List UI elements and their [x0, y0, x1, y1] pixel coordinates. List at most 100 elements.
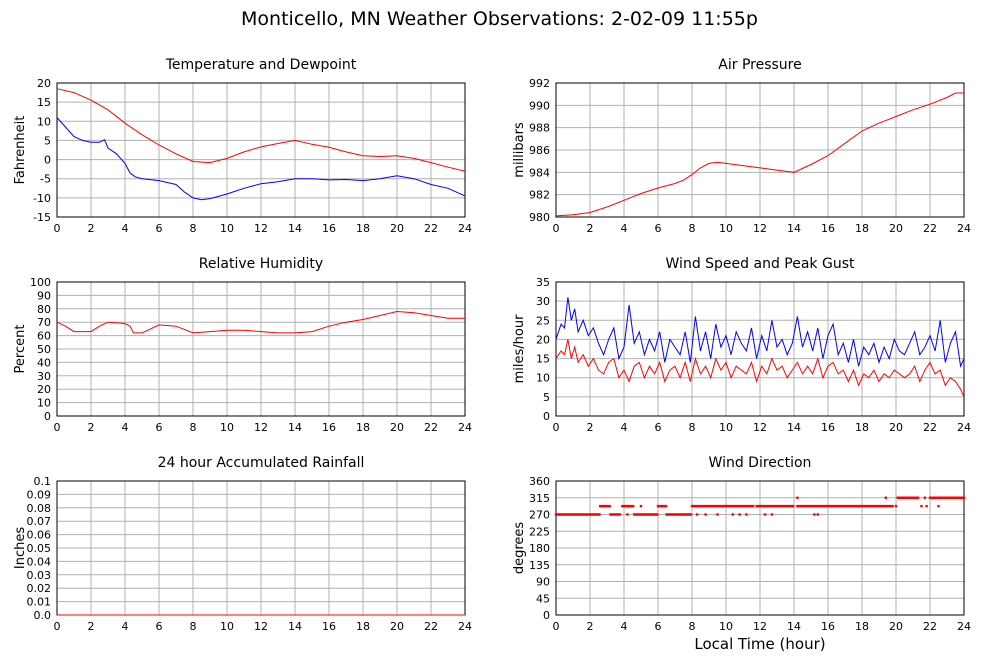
direction-point: [627, 504, 631, 508]
direction-point: [868, 504, 871, 508]
direction-point: [876, 504, 879, 508]
direction-point: [662, 504, 665, 508]
plot-frame: [555, 82, 965, 218]
direction-point: [904, 496, 908, 499]
direction-point: [669, 513, 672, 516]
direction-point: [943, 496, 947, 499]
direction-point: [604, 504, 607, 508]
direction-point: [670, 513, 674, 516]
x-tick-label: 20: [889, 620, 903, 633]
direction-point: [685, 513, 689, 516]
direction-point: [723, 504, 726, 508]
direction-point: [673, 513, 676, 516]
direction-point: [732, 504, 736, 508]
x-tick-label: 2: [587, 421, 594, 434]
y-tick-label: 0.07: [27, 515, 52, 528]
x-tick-label: 2: [88, 421, 95, 434]
direction-point: [646, 513, 649, 516]
direction-point: [611, 513, 615, 516]
direction-point: [647, 513, 651, 516]
direction-point: [885, 504, 889, 508]
direction-point: [653, 513, 656, 516]
x-tick-label: 8: [190, 222, 197, 235]
x-tick-label: 16: [322, 620, 336, 633]
y-tick-label: 990: [529, 99, 550, 112]
y-tick-label: 10: [536, 372, 550, 385]
direction-point: [641, 513, 644, 516]
direction-point: [899, 496, 902, 499]
direction-point: [845, 504, 848, 508]
x-tick-label: 8: [190, 620, 197, 633]
direction-point: [616, 513, 619, 516]
direction-point: [808, 504, 811, 508]
direction-point: [716, 504, 720, 508]
direction-point: [707, 504, 710, 508]
direction-point: [635, 513, 639, 516]
chart-title: Wind Direction: [709, 455, 812, 471]
y-tick-label: 5: [543, 391, 550, 404]
series-line: [56, 88, 466, 172]
y-tick-label: -5: [40, 173, 51, 186]
direction-point: [656, 504, 660, 508]
y-axis-label: Percent: [13, 325, 28, 374]
direction-point: [796, 504, 799, 508]
x-tick-label: 12: [254, 222, 268, 235]
x-tick-label: 16: [322, 421, 336, 434]
direction-point: [739, 504, 743, 508]
y-tick-label: 0.05: [27, 542, 52, 555]
direction-point: [637, 513, 640, 516]
direction-point: [577, 513, 581, 516]
direction-point: [894, 504, 898, 508]
plot-frame: [56, 82, 466, 218]
direction-point: [958, 496, 962, 499]
y-tick-label: 10: [37, 397, 51, 410]
direction-point: [678, 513, 682, 516]
direction-point: [568, 513, 571, 516]
direction-point: [658, 504, 661, 508]
direction-point: [851, 504, 855, 508]
x-tick-label: 0: [553, 222, 560, 235]
direction-point: [562, 513, 566, 516]
direction-point: [946, 496, 949, 499]
y-tick-label: 0.0: [34, 609, 52, 622]
direction-point: [862, 504, 866, 508]
y-axis-label: miles/hour: [512, 314, 527, 383]
direction-point: [690, 504, 694, 508]
direction-point: [564, 513, 567, 516]
direction-point: [786, 504, 790, 508]
direction-point: [860, 504, 863, 508]
x-tick-label: 22: [923, 421, 937, 434]
direction-point: [719, 504, 722, 508]
direction-point: [853, 504, 856, 508]
x-tick-label: 8: [190, 421, 197, 434]
y-tick-label: 20: [37, 383, 51, 396]
direction-point: [781, 504, 784, 508]
x-tick-label: 14: [288, 421, 302, 434]
y-tick-label: 986: [529, 144, 550, 157]
x-tick-label: 0: [54, 421, 61, 434]
direction-point: [849, 504, 852, 508]
direction-point: [668, 513, 671, 516]
y-tick-label: 988: [529, 122, 550, 135]
direction-point: [726, 504, 729, 508]
x-tick-label: 12: [753, 222, 767, 235]
direction-point: [813, 504, 817, 508]
direction-point: [731, 504, 734, 508]
x-tick-label: 10: [719, 421, 733, 434]
direction-point: [900, 496, 903, 499]
direction-point: [576, 513, 579, 516]
series-line: [56, 117, 466, 201]
direction-point: [826, 504, 829, 508]
direction-point: [626, 504, 629, 508]
direction-point: [796, 496, 799, 499]
series-line: [555, 92, 964, 217]
y-axis-label: Fahrenheit: [13, 116, 28, 185]
direction-point: [592, 513, 596, 516]
direction-point: [720, 504, 724, 508]
direction-point: [698, 504, 702, 508]
direction-point: [554, 513, 558, 516]
x-tick-label: 6: [156, 421, 163, 434]
direction-point: [680, 513, 683, 516]
direction-point: [914, 496, 917, 499]
direction-point: [681, 513, 685, 516]
